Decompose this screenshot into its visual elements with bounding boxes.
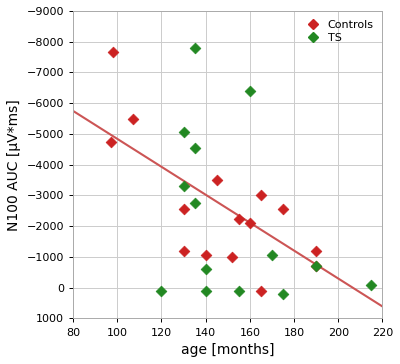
- Controls: [229, 254, 235, 260]
- Controls: [202, 253, 209, 258]
- TS: [158, 288, 165, 294]
- TS: [191, 145, 198, 151]
- Controls: [313, 248, 319, 254]
- TS: [180, 130, 187, 135]
- TS: [269, 253, 275, 258]
- TS: [191, 45, 198, 51]
- TS: [236, 288, 242, 294]
- Controls: [258, 193, 264, 198]
- X-axis label: age [months]: age [months]: [181, 343, 274, 357]
- Y-axis label: N100 AUC [μV*ms]: N100 AUC [μV*ms]: [7, 99, 21, 230]
- Controls: [110, 50, 116, 55]
- Controls: [180, 248, 187, 254]
- TS: [280, 291, 286, 297]
- Controls: [313, 263, 319, 269]
- TS: [368, 282, 374, 288]
- Controls: [214, 177, 220, 183]
- Controls: [236, 215, 242, 221]
- Controls: [130, 116, 136, 122]
- Controls: [247, 220, 253, 226]
- TS: [247, 88, 253, 94]
- Controls: [180, 206, 187, 212]
- Controls: [107, 139, 114, 145]
- TS: [313, 263, 319, 269]
- TS: [202, 266, 209, 272]
- TS: [202, 288, 209, 294]
- TS: [191, 200, 198, 206]
- Controls: [258, 288, 264, 294]
- TS: [180, 183, 187, 189]
- Legend: Controls, TS: Controls, TS: [299, 16, 377, 47]
- Controls: [280, 206, 286, 212]
